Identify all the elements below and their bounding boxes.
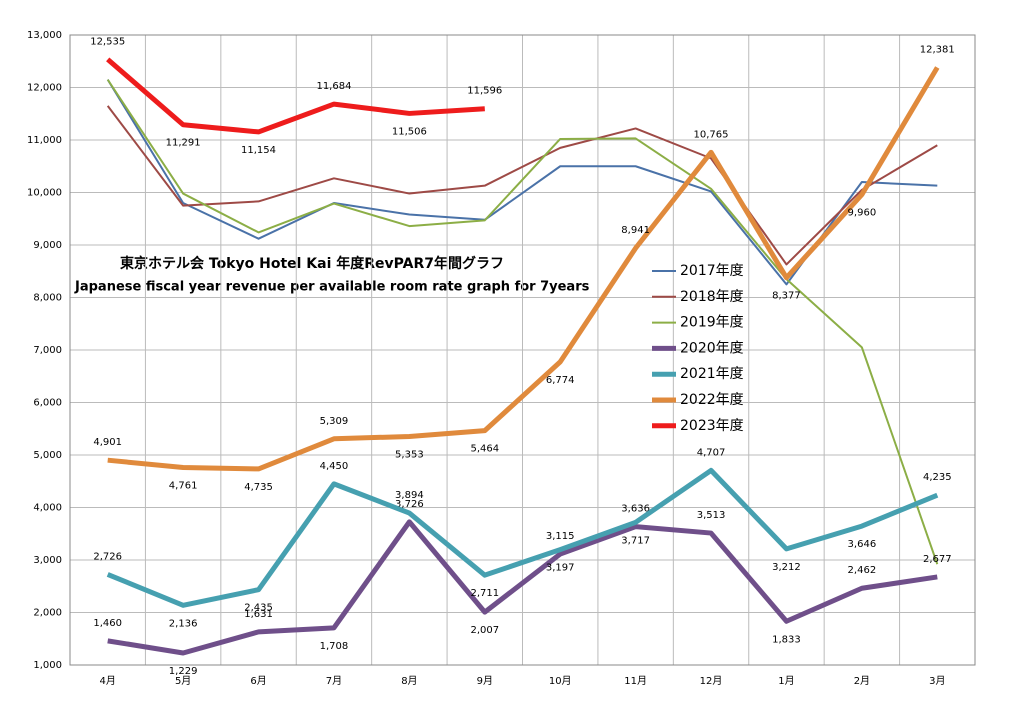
data-label: 3,197	[546, 563, 575, 574]
data-label: 3,894	[395, 490, 424, 501]
data-label: 4,235	[923, 472, 952, 483]
x-tick-label: 6月	[250, 675, 266, 687]
series-line	[106, 79, 939, 565]
data-label: 11,154	[241, 145, 276, 156]
series-line	[107, 66, 940, 472]
data-label: 1,460	[93, 618, 122, 629]
y-tick-label: 3,000	[33, 555, 62, 566]
legend-label: 2020年度	[680, 340, 744, 356]
series-line	[106, 467, 939, 608]
x-tick-label: 5月	[175, 675, 191, 687]
data-label: 5,353	[395, 449, 424, 460]
x-tick-label: 8月	[401, 675, 417, 687]
data-label: 11,596	[467, 86, 502, 97]
legend-label: 2017年度	[680, 263, 744, 279]
data-label: 3,646	[848, 539, 877, 550]
series-line	[106, 105, 938, 266]
data-label: 10,765	[694, 129, 729, 140]
y-tick-label: 1,000	[33, 660, 62, 671]
y-tick-label: 11,000	[27, 135, 62, 146]
data-label: 3,717	[621, 535, 650, 546]
x-tick-label: 2月	[854, 675, 870, 687]
data-label: 3,726	[395, 499, 424, 510]
data-label: 2,007	[470, 625, 499, 636]
data-label: 1,229	[169, 666, 198, 677]
data-label: 3,636	[621, 504, 650, 515]
data-label: 6,774	[546, 375, 575, 386]
x-tick-label: 9月	[477, 675, 493, 687]
x-tick-label: 1月	[778, 675, 794, 687]
data-label: 2,711	[470, 588, 499, 599]
data-label: 8,377	[772, 291, 801, 302]
data-label: 12,381	[920, 44, 955, 55]
legend-label: 2018年度	[680, 289, 744, 305]
data-label: 2,726	[93, 551, 122, 562]
data-label: 4,761	[169, 481, 198, 492]
x-tick-label: 7月	[326, 675, 342, 687]
series-line	[106, 57, 485, 135]
y-tick-label: 10,000	[27, 188, 62, 199]
data-label: 5,464	[470, 444, 499, 455]
chart-subtitle: Japanese fiscal year revenue per availab…	[74, 280, 590, 295]
data-label: 5,309	[320, 416, 349, 427]
chart-title: 東京ホテル会 Tokyo Hotel Kai 年度RevPAR7年間グラフ	[120, 255, 504, 272]
data-label: 3,513	[697, 510, 726, 521]
legend-label: 2022年度	[680, 392, 744, 408]
data-label: 2,462	[848, 565, 877, 576]
data-label: 12,535	[90, 36, 125, 47]
data-label: 4,707	[697, 447, 726, 458]
x-tick-label: 4月	[100, 675, 116, 687]
data-label: 4,450	[320, 461, 349, 472]
data-label: 4,901	[93, 437, 122, 448]
plot-border	[69, 34, 976, 666]
legend-label: 2019年度	[680, 315, 744, 331]
y-tick-label: 4,000	[33, 503, 62, 514]
y-tick-label: 6,000	[33, 398, 62, 409]
data-label: 11,506	[392, 126, 427, 137]
data-label: 3,115	[546, 531, 575, 542]
data-label: 2,677	[923, 554, 952, 565]
x-tick-label: 10月	[549, 675, 572, 687]
data-label: 4,735	[244, 482, 273, 493]
y-tick-label: 5,000	[33, 450, 62, 461]
data-label: 2,435	[244, 603, 273, 614]
y-tick-label: 8,000	[33, 293, 62, 304]
y-tick-label: 7,000	[33, 345, 62, 356]
x-tick-label: 12月	[700, 675, 723, 687]
y-tick-label: 2,000	[33, 608, 62, 619]
data-label: 1,708	[320, 641, 349, 652]
y-tick-label: 9,000	[33, 240, 62, 251]
series-line	[107, 519, 938, 656]
y-tick-label: 12,000	[27, 83, 62, 94]
legend-label: 2021年度	[680, 366, 744, 382]
data-label: 1,631	[244, 609, 273, 620]
data-label: 2,136	[169, 618, 198, 629]
data-label: 11,684	[316, 81, 351, 92]
data-label: 9,960	[848, 208, 877, 219]
x-tick-label: 11月	[624, 675, 647, 687]
data-label: 1,833	[772, 634, 801, 645]
x-tick-label: 3月	[929, 675, 945, 687]
data-label: 8,941	[621, 225, 650, 236]
data-label: 11,291	[166, 138, 201, 149]
legend-label: 2023年度	[680, 418, 744, 434]
data-label: 3,212	[772, 562, 801, 573]
y-tick-label: 13,000	[27, 30, 62, 41]
